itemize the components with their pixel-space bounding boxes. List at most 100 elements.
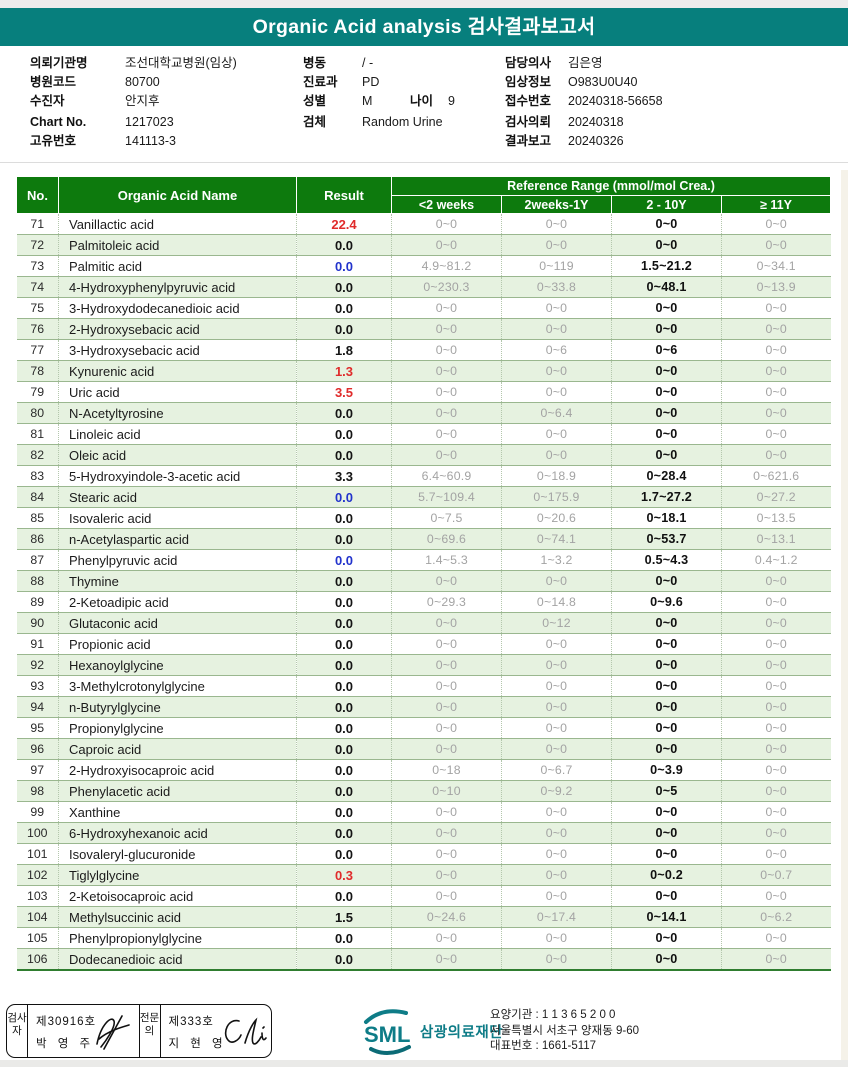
row-number: 103 — [26, 889, 48, 903]
table-row: 105 Phenylpropionylglycine 0.0 0~0 0~0 0… — [16, 927, 831, 949]
ref-2weeks-1y: 0~0 — [501, 927, 612, 949]
table-row: 74 4-Hydroxyphenylpyruvic acid 0.0 0~230… — [16, 276, 831, 298]
acid-name: Palmitic acid — [58, 255, 297, 277]
ref-over-11y: 0~0 — [720, 885, 831, 907]
result-value: 0.0 — [296, 486, 392, 508]
ref-2-10y: 0~0 — [611, 633, 722, 655]
header-no: No. — [16, 176, 59, 214]
row-number: 74 — [30, 280, 45, 294]
ref-under-2weeks: 0~0 — [391, 297, 502, 319]
ref-over-11y: 0~0 — [720, 696, 831, 718]
results-table-body: 71 Vanillactic acid 22.4 0~0 0~0 0~0 0~0… — [16, 213, 831, 970]
ref-2-10y: 0~0.2 — [611, 864, 722, 886]
acid-name: Caproic acid — [58, 738, 297, 760]
row-number: 106 — [26, 952, 48, 966]
info-value: 20240318-56658 — [568, 94, 663, 108]
info-value: 80700 — [125, 75, 160, 89]
ref-2weeks-1y: 0~0 — [501, 633, 612, 655]
row-number: 82 — [30, 448, 45, 462]
info-label: 성별 — [303, 94, 327, 108]
ref-under-2weeks: 0~0 — [391, 423, 502, 445]
ref-2-10y: 0~0 — [611, 696, 722, 718]
ref-2-10y: 0~6 — [611, 339, 722, 361]
ref-under-2weeks: 0~0 — [391, 948, 502, 970]
acid-name: 4-Hydroxyphenylpyruvic acid — [58, 276, 297, 298]
ref-2weeks-1y: 0~0 — [501, 864, 612, 886]
table-row: 92 Hexanoylglycine 0.0 0~0 0~0 0~0 0~0 — [16, 654, 831, 676]
acid-name: Oleic acid — [58, 444, 297, 466]
acid-name: Isovaleryl-glucuronide — [58, 843, 297, 865]
result-value: 0.0 — [296, 675, 392, 697]
ref-over-11y: 0~27.2 — [720, 486, 831, 508]
ref-2weeks-1y: 0~0 — [501, 213, 612, 235]
ref-2-10y: 0~5 — [611, 780, 722, 802]
info-value: 김은영 — [568, 56, 603, 70]
result-value: 1.3 — [296, 360, 392, 382]
svg-text:SML: SML — [364, 1022, 410, 1047]
ref-over-11y: 0~0 — [720, 927, 831, 949]
acid-name: 2-Hydroxysebacic acid — [58, 318, 297, 340]
ref-2-10y: 0~0 — [611, 801, 722, 823]
info-value: 20240318 — [568, 115, 624, 129]
ref-under-2weeks: 0~69.6 — [391, 528, 502, 550]
ref-under-2weeks: 0~0 — [391, 339, 502, 361]
result-value: 0.0 — [296, 570, 392, 592]
header-reference-range-group: Reference Range (mmol/mol Crea.) — [390, 176, 832, 196]
table-row: 99 Xanthine 0.0 0~0 0~0 0~0 0~0 — [16, 801, 831, 823]
results-table: No. Organic Acid Name Result Reference R… — [16, 176, 832, 971]
ref-2-10y: 0~0 — [611, 381, 722, 403]
specialist-cert-no: 제333호 — [168, 1016, 214, 1028]
ref-under-2weeks: 0~0 — [391, 318, 502, 340]
header-acid-name: Organic Acid Name — [58, 176, 297, 214]
ref-over-11y: 0~0 — [720, 339, 831, 361]
acid-name: n-Acetylaspartic acid — [58, 528, 297, 550]
table-row: 94 n-Butyrylglycine 0.0 0~0 0~0 0~0 0~0 — [16, 696, 831, 718]
result-value: 0.0 — [296, 255, 392, 277]
page-edge-right — [841, 170, 848, 1060]
ref-2-10y: 0~0 — [611, 570, 722, 592]
ref-2weeks-1y: 0~0 — [501, 234, 612, 256]
org-info-line: 서울특별시 서초구 양재동 9-60 — [490, 1024, 639, 1037]
ref-over-11y: 0~0 — [720, 213, 831, 235]
table-row: 72 Palmitoleic acid 0.0 0~0 0~0 0~0 0~0 — [16, 234, 831, 256]
info-label: 고유번호 — [30, 134, 77, 148]
ref-2-10y: 0~0 — [611, 927, 722, 949]
ref-2weeks-1y: 0~175.9 — [501, 486, 612, 508]
ref-under-2weeks: 1.4~5.3 — [391, 549, 502, 571]
result-value: 0.0 — [296, 801, 392, 823]
table-row: 91 Propionic acid 0.0 0~0 0~0 0~0 0~0 — [16, 633, 831, 655]
acid-name: Phenylacetic acid — [58, 780, 297, 802]
result-value: 0.0 — [296, 549, 392, 571]
table-row: 71 Vanillactic acid 22.4 0~0 0~0 0~0 0~0 — [16, 213, 831, 235]
row-number: 72 — [30, 238, 45, 252]
table-row: 81 Linoleic acid 0.0 0~0 0~0 0~0 0~0 — [16, 423, 831, 445]
result-value: 0.0 — [296, 444, 392, 466]
info-label: 병원코드 — [30, 75, 77, 89]
ref-2weeks-1y: 0~0 — [501, 948, 612, 970]
acid-name: 5-Hydroxyindole-3-acetic acid — [58, 465, 297, 487]
acid-name: Methylsuccinic acid — [58, 906, 297, 928]
ref-over-11y: 0~0 — [720, 948, 831, 970]
acid-name: Thymine — [58, 570, 297, 592]
ref-over-11y: 0~0 — [720, 633, 831, 655]
table-row: 106 Dodecanedioic acid 0.0 0~0 0~0 0~0 0… — [16, 948, 831, 970]
ref-under-2weeks: 4.9~81.2 — [391, 255, 502, 277]
acid-name: 3-Methylcrotonylglycine — [58, 675, 297, 697]
table-row: 103 2-Ketoisocaproic acid 0.0 0~0 0~0 0~… — [16, 885, 831, 907]
result-value: 0.0 — [296, 780, 392, 802]
acid-name: Stearic acid — [58, 486, 297, 508]
ref-2weeks-1y: 0~0 — [501, 297, 612, 319]
ref-2-10y: 0~0 — [611, 612, 722, 634]
acid-name: Phenylpropionylglycine — [58, 927, 297, 949]
info-row: Chart No. 1217023 — [30, 113, 275, 132]
table-row: 75 3-Hydroxydodecanedioic acid 0.0 0~0 0… — [16, 297, 831, 319]
info-row: 담당의사 김은영 — [505, 54, 701, 73]
acid-name: N-Acetyltyrosine — [58, 402, 297, 424]
row-number: 105 — [26, 931, 48, 945]
ref-2-10y: 0~0 — [611, 885, 722, 907]
ref-over-11y: 0~0 — [720, 318, 831, 340]
table-row: 102 Tiglylglycine 0.3 0~0 0~0 0~0.2 0~0.… — [16, 864, 831, 886]
info-label: 접수번호 — [505, 94, 552, 108]
page-edge-top — [0, 0, 848, 8]
